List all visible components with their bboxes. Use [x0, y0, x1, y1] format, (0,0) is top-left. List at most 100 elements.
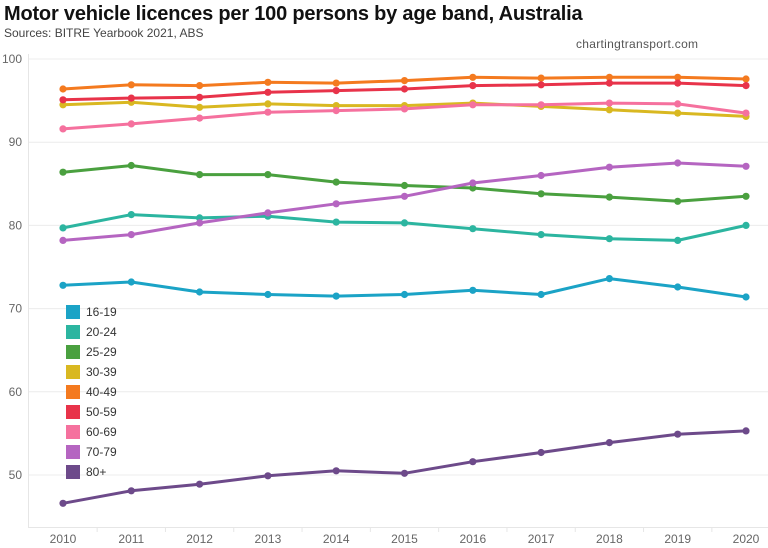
data-point[interactable]: [605, 439, 614, 447]
data-point[interactable]: [264, 88, 272, 96]
data-point[interactable]: [537, 101, 545, 109]
data-point[interactable]: [196, 103, 204, 111]
data-point[interactable]: [59, 499, 67, 507]
data-point[interactable]: [332, 107, 340, 115]
data-point[interactable]: [605, 99, 614, 107]
data-point[interactable]: [742, 75, 750, 83]
data-point[interactable]: [537, 171, 545, 180]
data-point[interactable]: [674, 73, 682, 81]
data-point[interactable]: [400, 77, 409, 85]
data-point[interactable]: [605, 79, 614, 87]
data-point[interactable]: [332, 87, 340, 95]
legend-item[interactable]: 16-19: [66, 302, 117, 322]
data-point[interactable]: [605, 106, 614, 114]
data-point[interactable]: [196, 480, 204, 488]
legend-item[interactable]: 80+: [66, 462, 117, 482]
data-point[interactable]: [742, 192, 750, 200]
data-point[interactable]: [537, 81, 545, 89]
data-point[interactable]: [332, 292, 340, 300]
data-point[interactable]: [196, 114, 204, 122]
data-point[interactable]: [127, 231, 135, 239]
data-point[interactable]: [400, 219, 409, 227]
data-point[interactable]: [127, 487, 135, 495]
data-point[interactable]: [605, 163, 614, 171]
data-point[interactable]: [605, 193, 614, 201]
data-point[interactable]: [400, 192, 409, 200]
data-point[interactable]: [469, 286, 477, 294]
data-point[interactable]: [469, 73, 477, 81]
data-point[interactable]: [742, 293, 750, 301]
data-point[interactable]: [674, 430, 682, 438]
data-point[interactable]: [605, 73, 614, 81]
data-point[interactable]: [196, 219, 204, 227]
data-point[interactable]: [674, 159, 682, 167]
data-point[interactable]: [400, 105, 409, 113]
data-point[interactable]: [264, 108, 272, 116]
data-point[interactable]: [537, 290, 545, 299]
data-point[interactable]: [196, 288, 204, 296]
data-point[interactable]: [196, 93, 204, 101]
data-point[interactable]: [537, 190, 545, 198]
data-point[interactable]: [605, 235, 614, 243]
data-point[interactable]: [59, 224, 67, 232]
data-point[interactable]: [400, 290, 409, 299]
data-point[interactable]: [469, 225, 477, 233]
data-point[interactable]: [264, 171, 272, 179]
data-point[interactable]: [674, 79, 682, 87]
data-point[interactable]: [400, 469, 409, 477]
data-point[interactable]: [264, 290, 272, 299]
data-point[interactable]: [674, 100, 682, 108]
data-point[interactable]: [469, 458, 477, 466]
data-point[interactable]: [332, 200, 340, 208]
legend-item[interactable]: 25-29: [66, 342, 117, 362]
data-point[interactable]: [469, 179, 477, 187]
data-point[interactable]: [332, 102, 340, 110]
data-point[interactable]: [127, 161, 135, 170]
data-point[interactable]: [332, 218, 340, 226]
legend-item[interactable]: 20-24: [66, 322, 117, 342]
data-point[interactable]: [674, 109, 682, 117]
data-point[interactable]: [59, 281, 67, 289]
data-point[interactable]: [742, 221, 750, 229]
data-point[interactable]: [264, 209, 272, 217]
data-point[interactable]: [196, 214, 204, 222]
data-point[interactable]: [469, 184, 477, 192]
data-point[interactable]: [537, 74, 545, 82]
data-point[interactable]: [469, 101, 477, 109]
data-point[interactable]: [127, 211, 135, 219]
data-point[interactable]: [400, 181, 409, 190]
data-point[interactable]: [674, 236, 682, 244]
legend-item[interactable]: 30-39: [66, 362, 117, 382]
legend-item[interactable]: 50-59: [66, 402, 117, 422]
data-point[interactable]: [59, 168, 67, 176]
data-point[interactable]: [264, 100, 272, 108]
data-point[interactable]: [742, 109, 750, 117]
data-point[interactable]: [332, 178, 340, 186]
data-point[interactable]: [264, 472, 272, 480]
legend-item[interactable]: 40-49: [66, 382, 117, 402]
data-point[interactable]: [127, 81, 135, 89]
data-point[interactable]: [469, 82, 477, 90]
data-point[interactable]: [674, 283, 682, 291]
data-point[interactable]: [59, 85, 67, 93]
data-point[interactable]: [196, 171, 204, 179]
data-point[interactable]: [400, 85, 409, 93]
data-point[interactable]: [127, 94, 135, 102]
data-point[interactable]: [742, 427, 750, 435]
data-point[interactable]: [537, 448, 545, 457]
data-point[interactable]: [59, 96, 67, 104]
data-point[interactable]: [196, 82, 204, 90]
data-point[interactable]: [674, 197, 682, 205]
data-point[interactable]: [59, 101, 67, 109]
data-point[interactable]: [264, 78, 272, 86]
data-point[interactable]: [605, 275, 614, 283]
data-point[interactable]: [742, 82, 750, 90]
data-point[interactable]: [332, 79, 340, 87]
legend-item[interactable]: 70-79: [66, 442, 117, 462]
data-point[interactable]: [127, 120, 135, 128]
data-point[interactable]: [742, 162, 750, 170]
data-point[interactable]: [332, 467, 340, 475]
data-point[interactable]: [59, 125, 67, 133]
data-point[interactable]: [537, 231, 545, 239]
data-point[interactable]: [59, 236, 67, 244]
